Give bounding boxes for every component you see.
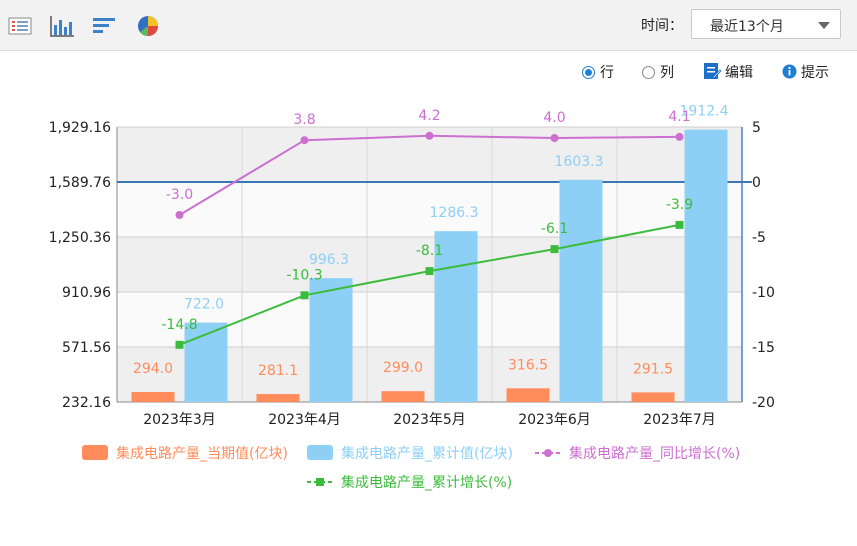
x-tick-label: 2023年5月 bbox=[393, 412, 466, 428]
legend-marker bbox=[316, 478, 324, 486]
x-tick-label: 2023年3月 bbox=[143, 412, 216, 428]
info-icon bbox=[782, 64, 797, 79]
horizontal-bar-icon[interactable] bbox=[91, 13, 119, 39]
line-point-label: -8.1 bbox=[416, 243, 443, 259]
hint-label: 提示 bbox=[801, 65, 829, 81]
legend-label: 集成电路产量_同比增长(%) bbox=[569, 445, 740, 462]
bar-cumulative bbox=[434, 231, 478, 402]
line-point-marker bbox=[300, 291, 309, 300]
bar-cumulative-label: 996.3 bbox=[309, 252, 349, 268]
bar-current bbox=[381, 391, 425, 402]
y-right-tick-label: -5 bbox=[752, 230, 766, 246]
bar-cumulative bbox=[684, 129, 728, 402]
toolbar: 时间： 最近13个月 bbox=[0, 0, 857, 51]
line-point-label: 4.1 bbox=[668, 109, 690, 125]
bar-cumulative-label: 1912.4 bbox=[680, 104, 729, 120]
y-left-tick-label: 1,589.76 bbox=[49, 175, 111, 191]
bar-current-label: 281.1 bbox=[258, 363, 298, 379]
time-label: 时间： bbox=[641, 18, 683, 34]
grid-band bbox=[117, 347, 742, 402]
y-right-tick-label: -15 bbox=[752, 340, 775, 356]
x-tick-label: 2023年4月 bbox=[268, 412, 341, 428]
line-point-label: 3.8 bbox=[293, 112, 315, 128]
line-point-label: -6.1 bbox=[541, 221, 568, 237]
line-point-marker bbox=[175, 340, 184, 349]
bar-current bbox=[131, 391, 175, 402]
y-right-tick-label: 5 bbox=[752, 120, 761, 136]
line-point-marker bbox=[300, 136, 309, 145]
row-radio[interactable] bbox=[582, 66, 595, 79]
legend-swatch bbox=[307, 445, 333, 460]
line-point-label: -10.3 bbox=[286, 267, 322, 283]
line-point-marker bbox=[550, 134, 559, 142]
grid-band bbox=[117, 292, 742, 347]
line-point-label: 4.2 bbox=[418, 108, 440, 124]
line-point-label: -14.8 bbox=[161, 317, 197, 333]
y-right-tick-label: -10 bbox=[752, 285, 775, 301]
y-right-tick-label: 0 bbox=[752, 175, 761, 191]
series-line bbox=[179, 223, 680, 346]
bar-current bbox=[631, 392, 675, 402]
line-point-marker bbox=[425, 131, 434, 140]
hint-button[interactable]: 提示 bbox=[782, 62, 829, 84]
column-radio[interactable] bbox=[642, 66, 655, 79]
legend-label: 集成电路产量_累计增长(%) bbox=[341, 474, 512, 491]
line-point-label: 4.0 bbox=[543, 110, 565, 126]
line-point-marker bbox=[175, 211, 184, 219]
grid-band bbox=[117, 127, 742, 182]
y-left-tick-label: 232.16 bbox=[62, 395, 111, 411]
bar-current bbox=[256, 394, 300, 402]
line-point-marker bbox=[550, 245, 559, 254]
line-point-label: -3.9 bbox=[666, 197, 693, 213]
edit-button[interactable]: 编辑 bbox=[703, 62, 753, 84]
legend-label: 集成电路产量_累计值(亿块) bbox=[341, 445, 513, 462]
y-right-tick-label: -20 bbox=[752, 395, 775, 411]
edit-icon bbox=[704, 63, 722, 79]
y-left-tick-label: 910.96 bbox=[62, 285, 111, 301]
bar-current-label: 291.5 bbox=[633, 361, 673, 377]
chevron-down-icon bbox=[818, 22, 830, 29]
y-left-tick-label: 1,250.36 bbox=[49, 230, 111, 246]
row-label: 行 bbox=[600, 65, 614, 81]
bar-current-label: 294.0 bbox=[133, 361, 173, 377]
line-point-marker bbox=[425, 267, 434, 276]
bar-chart-icon[interactable] bbox=[48, 13, 76, 39]
bar-cumulative-label: 722.0 bbox=[184, 297, 224, 313]
list-view-icon[interactable] bbox=[6, 13, 34, 39]
grid-band bbox=[117, 237, 742, 292]
column-option[interactable]: 列 bbox=[642, 62, 674, 84]
y-left-tick-label: 571.56 bbox=[62, 340, 111, 356]
bar-current bbox=[506, 388, 550, 402]
legend-swatch bbox=[82, 445, 108, 460]
series-line bbox=[178, 134, 680, 216]
edit-label: 编辑 bbox=[725, 65, 753, 81]
line-point-marker bbox=[675, 132, 684, 141]
x-tick-label: 2023年6月 bbox=[518, 412, 591, 428]
bar-current-label: 316.5 bbox=[508, 357, 548, 373]
legend-label: 集成电路产量_当期值(亿块) bbox=[116, 445, 288, 462]
bar-cumulative-label: 1603.3 bbox=[555, 154, 604, 170]
pie-chart-icon[interactable] bbox=[135, 13, 163, 39]
bar-cumulative bbox=[309, 278, 353, 402]
grid-band bbox=[117, 182, 742, 237]
legend-marker bbox=[544, 449, 552, 457]
line-point-marker bbox=[675, 220, 684, 229]
line-point-label: -3.0 bbox=[166, 187, 193, 203]
bar-cumulative bbox=[559, 179, 603, 402]
bar-cumulative-label: 1286.3 bbox=[430, 205, 479, 221]
time-range-select[interactable]: 最近13个月 bbox=[691, 9, 841, 39]
x-tick-label: 2023年7月 bbox=[643, 412, 716, 428]
bar-current-label: 299.0 bbox=[383, 360, 423, 376]
column-label: 列 bbox=[660, 65, 674, 81]
row-option[interactable]: 行 bbox=[582, 62, 614, 84]
bar-cumulative bbox=[184, 322, 228, 402]
time-range-value: 最近13个月 bbox=[710, 19, 784, 35]
y-left-tick-label: 1,929.16 bbox=[49, 120, 111, 136]
